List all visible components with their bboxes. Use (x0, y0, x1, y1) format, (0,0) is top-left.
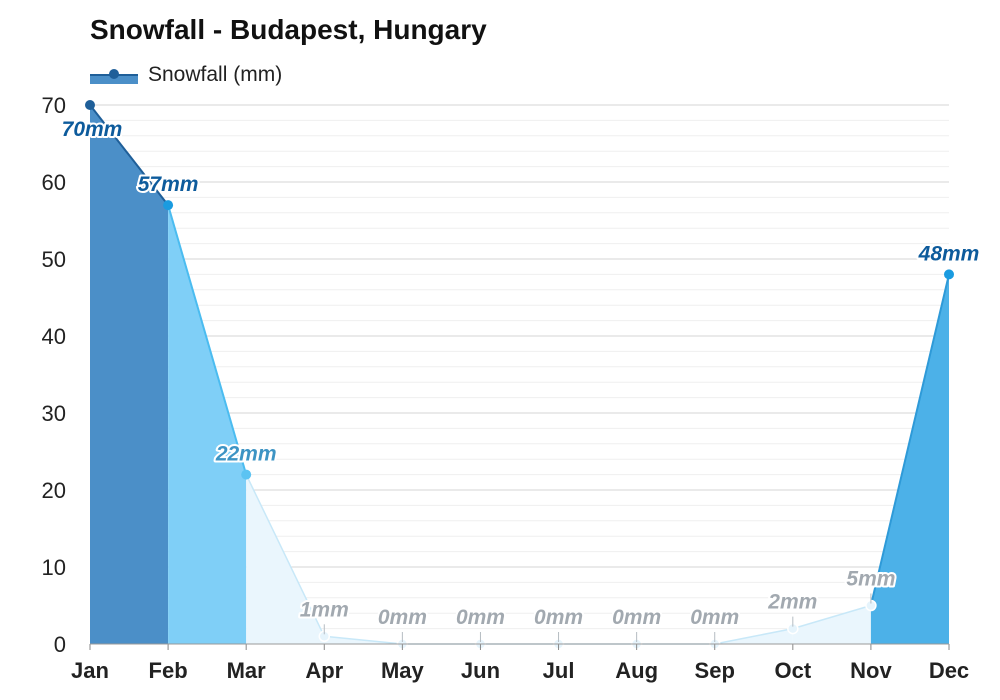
y-tick-label: 40 (42, 324, 66, 349)
legend-label: Snowfall (mm) (148, 63, 283, 86)
data-label: 0mm (456, 606, 505, 629)
data-point (163, 200, 174, 211)
series-line-segment (714, 627, 793, 645)
x-tick-label: Jul (543, 658, 575, 683)
area-segment (792, 605, 871, 644)
data-label: 22mm (215, 443, 277, 466)
x-tick-label: Mar (227, 658, 267, 683)
data-label: 70mm (62, 118, 123, 141)
legend-swatch (90, 68, 138, 84)
y-tick-label: 60 (42, 170, 66, 195)
x-tick-label: Jun (461, 658, 500, 683)
data-label: 5mm (846, 568, 895, 591)
data-label: 0mm (378, 606, 427, 629)
y-tick-label: 50 (42, 247, 66, 272)
data-point (944, 269, 954, 280)
series-line-segment (324, 635, 403, 645)
data-point (241, 469, 252, 480)
x-tick-label: Nov (850, 658, 892, 683)
axis-layer: 0 10 20 30 40 50 60 70 Jan Feb Mar Apr May Jun Jul Aug S… (42, 93, 970, 683)
area-segment (870, 274, 949, 644)
series-line-segment (792, 604, 872, 630)
chart-legend: Snowfall (mm) (90, 60, 282, 90)
data-point (85, 100, 95, 110)
chart-title: Snowfall - Budapest, Hungary (90, 14, 487, 45)
x-tick-label: Sep (695, 658, 735, 683)
data-label: 57mm (138, 173, 199, 196)
y-tick-label: 70 (42, 93, 66, 118)
x-tick-label: Oct (774, 658, 811, 683)
x-tick-label: Feb (149, 658, 188, 683)
series-line-segment (869, 274, 950, 606)
area-layer (90, 105, 949, 644)
area-segment (90, 105, 169, 644)
area-segment (246, 474, 325, 644)
y-tick-label: 0 (54, 632, 66, 657)
data-label: 2mm (767, 591, 817, 614)
area-segment (168, 205, 247, 644)
label-layer: 70mm 57mm 22mm 1mm 0mm 0mm 0mm 0mm 0mm 2mm 5mm 48mm (60, 116, 981, 642)
x-tick-label: Apr (305, 658, 343, 683)
y-tick-label: 10 (42, 555, 66, 580)
series-line-segment (167, 204, 248, 475)
x-tick-label: Aug (615, 658, 658, 683)
y-tick-label: 30 (42, 401, 66, 426)
x-tick-label: Jan (71, 658, 109, 683)
y-tick-label: 20 (42, 478, 66, 503)
data-label: 0mm (690, 606, 739, 629)
series-line-segment (89, 104, 169, 206)
x-tick-label: Dec (929, 658, 969, 683)
x-tick-label: May (381, 658, 425, 683)
data-label: 48mm (918, 242, 980, 265)
data-label: 1mm (300, 598, 349, 621)
data-label: 0mm (534, 606, 583, 629)
data-label: 0mm (612, 606, 661, 629)
series-line-segment (245, 474, 325, 637)
